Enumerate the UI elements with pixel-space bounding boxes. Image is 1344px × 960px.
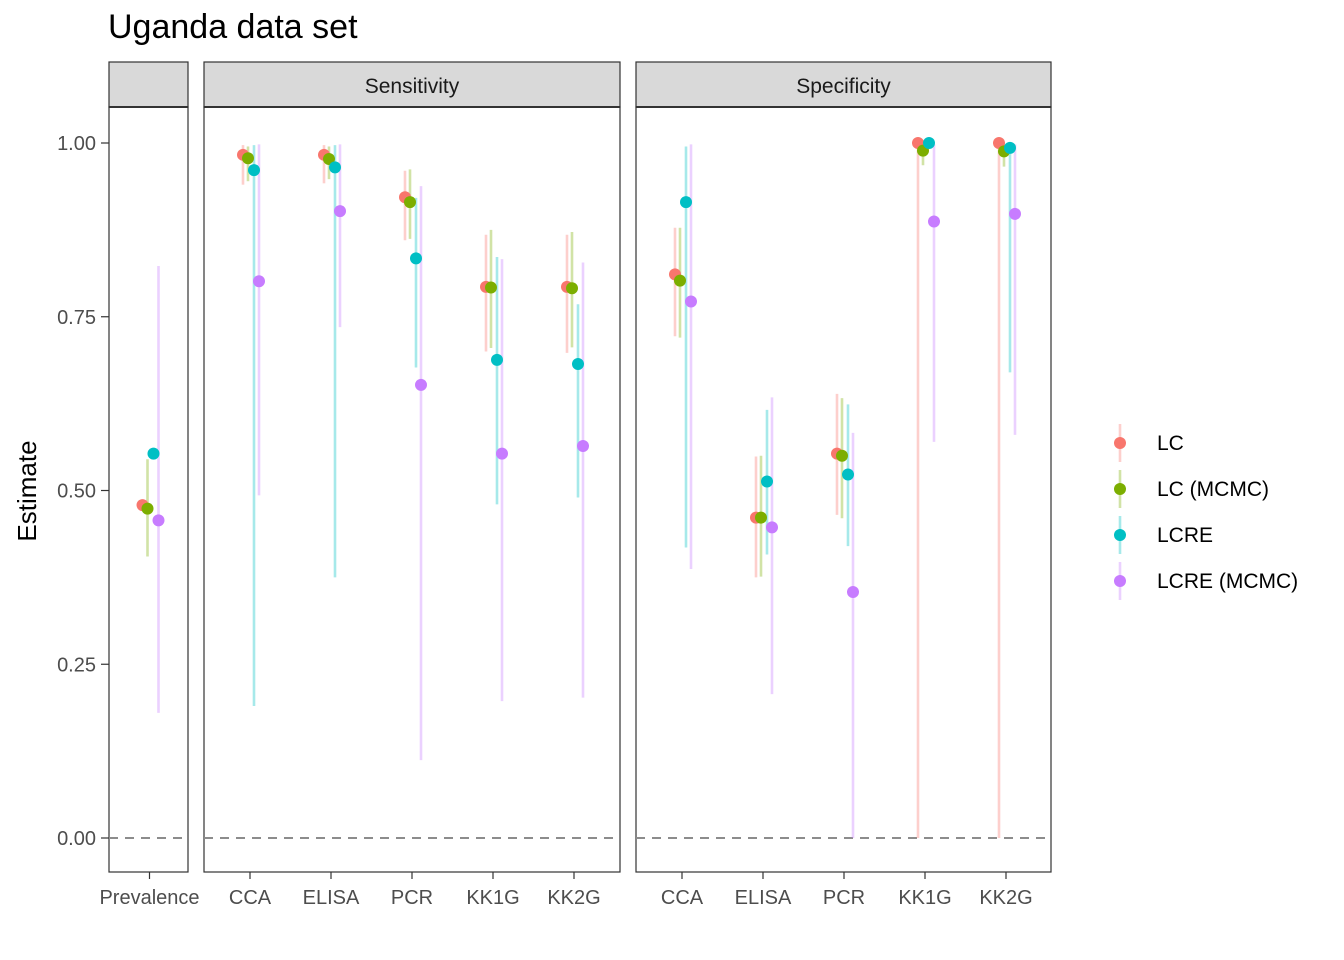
x-tick-label: Prevalence	[99, 887, 199, 909]
data-point	[242, 152, 254, 165]
data-point	[847, 585, 859, 598]
y-tick-label: 0.75	[57, 307, 96, 329]
data-point	[836, 449, 848, 462]
data-point	[572, 358, 584, 371]
facet-strip	[108, 61, 189, 108]
data-point	[415, 378, 427, 391]
data-point	[152, 514, 165, 527]
facet-strip	[635, 61, 1052, 108]
legend-label: LC	[1157, 432, 1184, 455]
x-tick-label: KK1G	[466, 887, 519, 909]
x-tick-label: KK2G	[979, 887, 1032, 909]
data-point	[766, 521, 778, 534]
x-tick-label: KK2G	[547, 887, 600, 909]
data-point	[147, 447, 160, 460]
legend-label: LC (MCMC)	[1157, 478, 1269, 501]
data-point	[253, 275, 265, 288]
data-point	[1004, 141, 1016, 154]
data-point	[404, 196, 416, 209]
legend-key-point	[1114, 483, 1126, 495]
data-point	[685, 295, 697, 308]
data-point	[491, 353, 503, 366]
panel-border	[108, 106, 189, 873]
data-point	[680, 196, 692, 209]
data-point	[410, 252, 422, 265]
data-point	[928, 215, 940, 228]
data-point	[566, 282, 578, 295]
data-point	[141, 502, 154, 515]
facet-panel-specificity: Specificity CCA ELISA PCR KK1G KK2G	[635, 61, 1052, 909]
data-point	[485, 281, 497, 294]
data-point	[577, 440, 589, 453]
x-tick-label: KK1G	[898, 887, 951, 909]
x-tick-label: PCR	[823, 887, 865, 909]
legend-key-point	[1114, 529, 1126, 541]
data-point	[761, 475, 773, 488]
panel-border	[203, 106, 621, 873]
y-tick-label: 0.00	[57, 828, 96, 850]
data-point	[496, 447, 508, 460]
x-tick-label: CCA	[229, 887, 272, 909]
x-tick-label: PCR	[391, 887, 433, 909]
data-point	[334, 205, 346, 218]
y-axis-title: Estimate	[12, 440, 42, 541]
x-tick-label: ELISA	[303, 887, 360, 909]
data-point	[329, 161, 341, 174]
y-tick-label: 0.25	[57, 654, 96, 676]
data-point	[323, 152, 335, 165]
data-point	[842, 468, 854, 481]
legend-label: LCRE	[1157, 524, 1213, 547]
facet-strip-label: Sensitivity	[365, 75, 460, 98]
x-tick-label: CCA	[661, 887, 704, 909]
legend-key-point	[1114, 575, 1126, 587]
legend: LC LC (MCMC) LCRE LCRE (MCMC)	[1114, 424, 1298, 600]
chart-title: Uganda data set	[108, 8, 358, 46]
data-point	[248, 164, 260, 177]
facet-panel-prevalence: Prevalence	[99, 61, 200, 909]
facet-strip-label: Specificity	[796, 75, 891, 98]
data-point	[923, 137, 935, 149]
data-point	[1009, 207, 1021, 220]
data-point	[755, 511, 767, 524]
x-tick-label: ELISA	[735, 887, 792, 909]
data-point	[674, 274, 686, 287]
legend-label: LCRE (MCMC)	[1157, 570, 1298, 593]
panel-border	[635, 106, 1052, 873]
y-tick-label: 0.50	[57, 481, 96, 503]
y-tick-label: 1.00	[57, 133, 96, 155]
facet-panel-sensitivity: Sensitivity CCA ELISA PCR KK1G KK2G	[203, 61, 621, 909]
legend-key-point	[1114, 437, 1126, 449]
